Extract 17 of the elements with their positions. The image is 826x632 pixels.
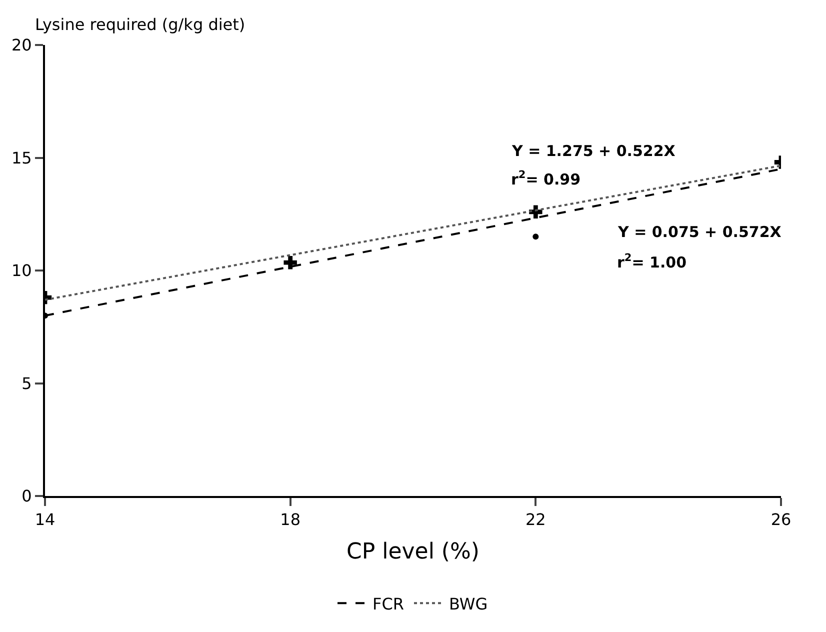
annotation: r$^{2}$= 0.99 — [511, 169, 581, 188]
y-tick-label: 5 — [22, 374, 32, 393]
x-tick-label: 14 — [34, 510, 56, 530]
annotation: r$^{2}$= 1.00 — [617, 252, 687, 272]
legend-label: FCR — [372, 594, 404, 614]
legend-label: BWG — [449, 594, 488, 614]
y-axis-title: Lysine required (g/kg diet) — [35, 15, 246, 34]
y-tick-label: 0 — [22, 486, 32, 506]
annotation: Y = 1.275 + 0.522X — [511, 142, 676, 160]
annotation: Y = 0.075 + 0.572X — [617, 223, 782, 241]
y-tick-label: 10 — [11, 261, 32, 280]
x-tick-label: 18 — [280, 510, 301, 530]
y-tick-label: 20 — [11, 36, 32, 55]
x-axis-title: CP level (%) — [346, 540, 480, 565]
x-tick-label: 22 — [525, 510, 546, 530]
y-tick-label: 15 — [11, 148, 32, 168]
x-tick-label: 26 — [770, 510, 792, 530]
